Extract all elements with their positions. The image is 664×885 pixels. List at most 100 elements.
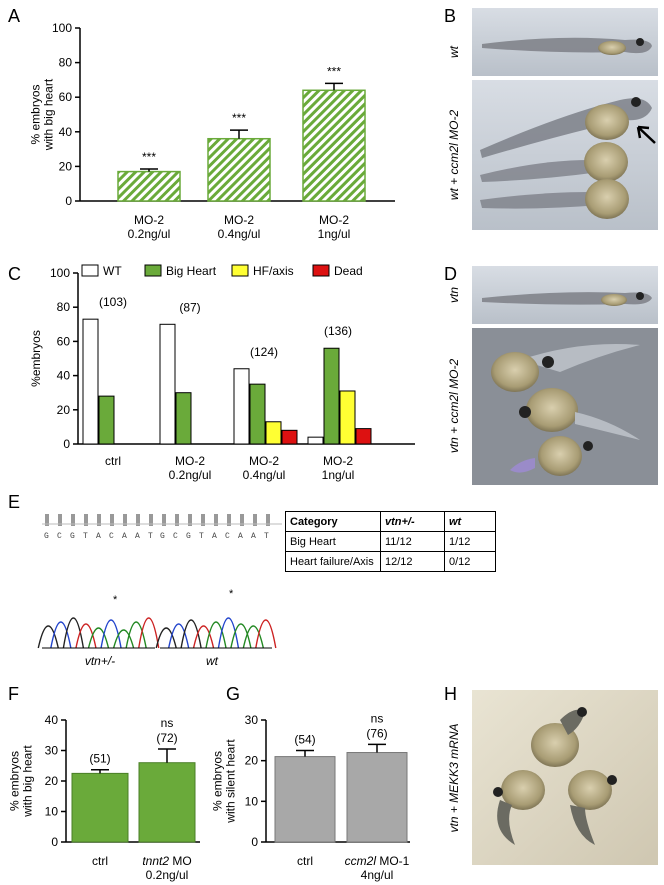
sequence-letter-right: A: [212, 532, 217, 541]
chart-c-y-tick-label: 20: [57, 403, 71, 417]
sequence-letter-left: C: [109, 532, 114, 541]
chart-c-y-tick-label: 80: [57, 300, 71, 314]
chart-c-x-tick-label: 0.2ng/ul: [169, 468, 212, 482]
table-row: Big Heart 11/12 1/12: [285, 531, 496, 552]
chart-a-y-label: % embryos: [29, 84, 43, 144]
chart-g-x-tick-label-rest: MO-1: [376, 854, 410, 868]
chart-c-legend-label: WT: [103, 264, 122, 278]
chart-c-bar: [175, 392, 192, 445]
sequence-quality-bar: [149, 514, 153, 526]
sequence-quality-bar: [136, 514, 140, 526]
panel-letter-g: G: [226, 684, 240, 704]
panel-letter-c: C: [8, 264, 21, 284]
chromatograms: [37, 617, 277, 649]
sequence-quality-bar: [162, 514, 166, 526]
chart-g-x-tick-label: 4ng/ul: [361, 868, 394, 882]
chart-c-x-tick-label: ctrl: [105, 454, 121, 468]
chart-g-y-label: % embryos: [211, 751, 225, 811]
yolk-d-vtn: [601, 294, 627, 306]
table-header-category: Category: [285, 511, 381, 532]
sequence-quality-bar: [84, 514, 88, 526]
sequence-quality-bar: [110, 514, 114, 526]
sequence-letter-right: G: [160, 532, 165, 541]
table-header-wt: wt: [444, 511, 496, 532]
chart-g-y-tick-label: 0: [251, 835, 258, 849]
chart-g: 0 10 20 30 % embryos with silent heart (54) ctr…: [211, 711, 410, 882]
chart-a-bar: [207, 137, 271, 202]
panel-letter-h: H: [444, 684, 457, 704]
chart-c-legend-label: HF/axis: [253, 264, 294, 278]
chart-c-bar: [233, 368, 250, 445]
panel-letter-a: A: [8, 6, 20, 26]
embryo-d-mo-3: [510, 458, 535, 473]
sequence-quality-bar: [71, 514, 75, 526]
chart-a-y-tick-label: 0: [65, 194, 72, 208]
table-cell: 12/12: [380, 551, 445, 572]
chart-f: 0 10 20 30 40 % embryos with big heart (51) ctrl…: [8, 713, 200, 882]
chart-g-y-tick-label: 30: [245, 713, 259, 727]
sequence-letter-right: C: [173, 532, 178, 541]
chart-a-y-tick-label: 80: [59, 56, 73, 70]
chart-a-bar: [302, 89, 366, 202]
arrow-icon: [636, 125, 656, 144]
sequence-letter-left: T: [83, 532, 88, 541]
sequence-letter-left: A: [96, 532, 101, 541]
photo-b-label-wt: wt: [447, 45, 461, 58]
chart-f-x-tick-label: tnnt2 MO: [142, 854, 191, 868]
chart-c-bar: [323, 347, 340, 445]
chart-g-x-tick-label: ctrl: [297, 854, 313, 868]
sequence-letter-left: G: [70, 532, 75, 541]
yolk-h-1: [531, 723, 579, 767]
chromatogram-peak-left: [37, 625, 59, 649]
yolk-b-mo-2: [584, 142, 628, 182]
chromatogram-peak-left: [87, 627, 110, 649]
chart-c-y-tick-label: 100: [50, 266, 70, 280]
chart-g-y-label: with silent heart: [224, 739, 238, 824]
sequence-quality-bar: [214, 514, 218, 526]
chart-c-x-tick-label: 1ng/ul: [322, 468, 355, 482]
yolk-h-3: [568, 770, 612, 810]
photo-panel-h: vtn + MEKK3 mRNA: [447, 690, 658, 865]
chart-c-bar: [355, 428, 372, 445]
chart-f-y-label: % embryos: [8, 751, 22, 811]
table-cell: Big Heart: [285, 531, 381, 552]
chromatogram-peak-right: [167, 623, 190, 649]
chart-c-y-tick-label: 0: [63, 437, 70, 451]
chart-f-y-tick-label: 40: [45, 713, 59, 727]
sequence-letter-left: T: [148, 532, 153, 541]
chart-c-legend-swatch: [81, 264, 99, 277]
embryo-d-mo-2: [575, 412, 640, 440]
chart-c-count: (136): [324, 324, 352, 338]
chart-c-x-tick-label: MO-2: [249, 454, 279, 468]
chart-c-bar: [307, 436, 324, 445]
photo-b-label-mo: wt + ccm2l MO-2: [447, 110, 461, 201]
eye-d-mo-3: [583, 441, 593, 451]
chart-c-bar: [159, 323, 176, 445]
chart-c-bar: [339, 390, 356, 445]
table-header-vtn: vtn+/-: [380, 511, 445, 532]
chromatogram-star-right: *: [229, 588, 234, 600]
chart-c-x-tick-label: 0.4ng/ul: [243, 468, 286, 482]
chart-c: 020406080100%embryos(103)ctrl(87)MO-20.2…: [29, 264, 415, 482]
chart-a-significance: ***: [232, 111, 246, 125]
chart-a-x-tick-label: 0.4ng/ul: [218, 227, 261, 241]
sequence-quality-bar: [188, 514, 192, 526]
chart-c-legend-swatch: [144, 264, 162, 277]
chromatogram-peak-left: [100, 619, 122, 649]
chromatogram-peak-right: [242, 625, 265, 649]
chart-c-x-tick-label: MO-2: [323, 454, 353, 468]
chart-c-bar: [98, 395, 115, 445]
chart-a-x-tick-label: 0.2ng/ul: [128, 227, 171, 241]
eye-b-wt: [636, 38, 644, 46]
chart-c-legend-swatch: [231, 264, 249, 277]
sequence-quality-bar: [240, 514, 244, 526]
chart-c-bar: [82, 318, 99, 445]
sequence-quality-bar: [227, 514, 231, 526]
chromatogram-peak-left: [75, 623, 97, 649]
eye-h-2: [493, 787, 503, 797]
chart-a: 0 20 40 60 80 100 % embryos with big heart *** MO…: [29, 21, 395, 241]
chart-c-count: (124): [250, 345, 278, 359]
yolk-d-mo-3: [538, 436, 582, 476]
